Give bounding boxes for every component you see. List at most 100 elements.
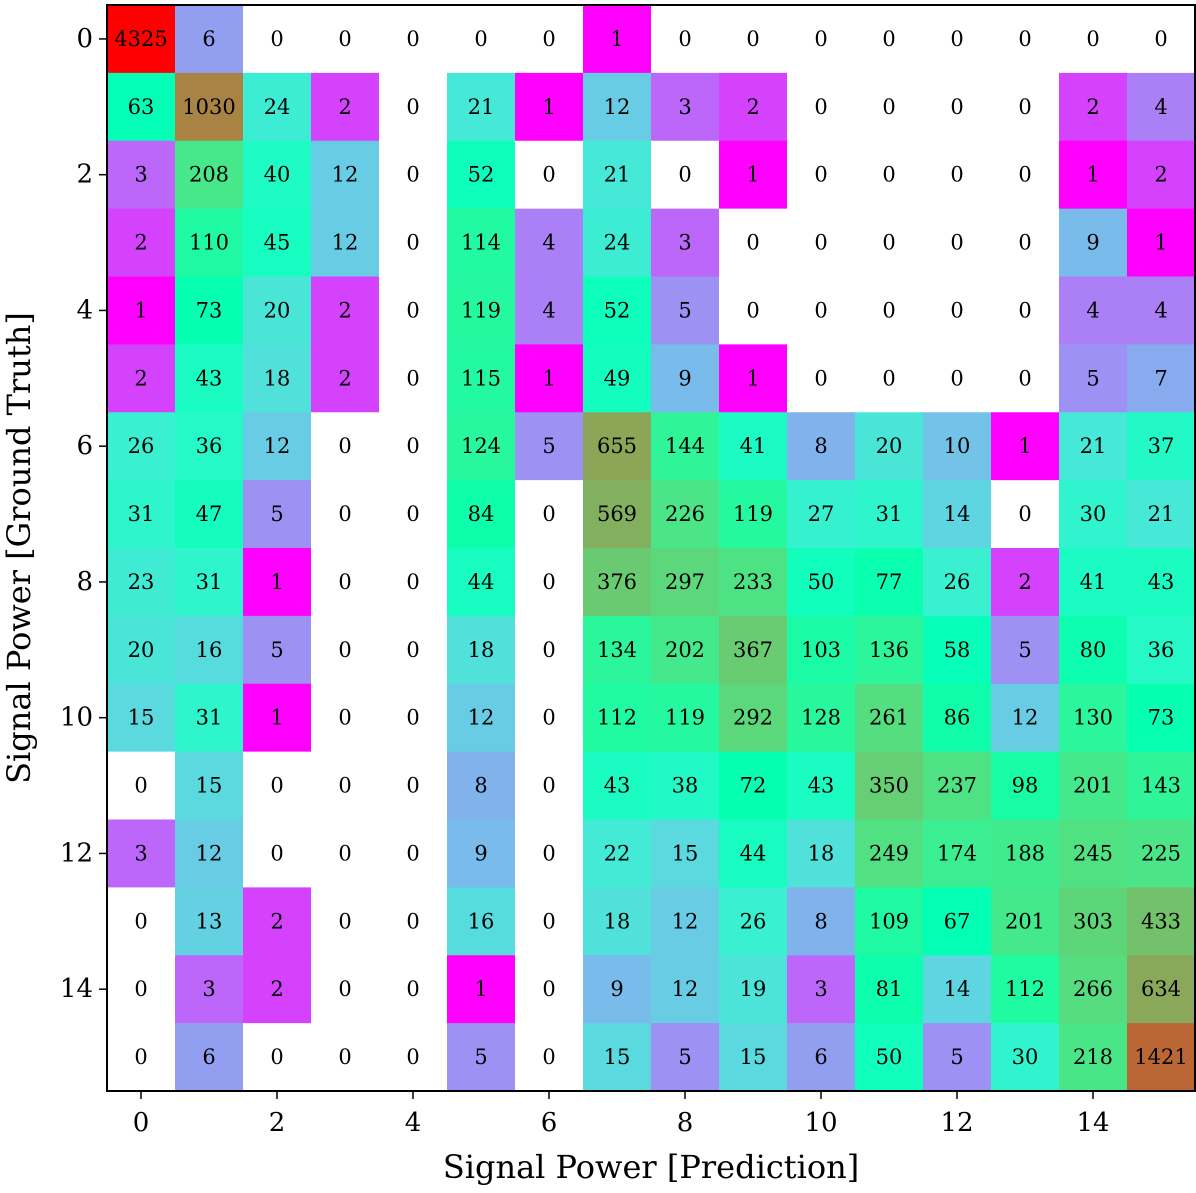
cell-value-label: 119 <box>665 706 705 730</box>
heatmap-cell <box>1059 955 1128 1024</box>
cell-value-label: 208 <box>189 163 229 187</box>
heatmap-cell <box>923 276 992 345</box>
heatmap-cell <box>787 819 856 888</box>
cell-value-label: 0 <box>406 366 419 390</box>
cell-value-label: 0 <box>814 231 827 255</box>
heatmap-cell <box>175 72 244 142</box>
x-tick-label: 6 <box>541 1108 558 1138</box>
cell-value-label: 21 <box>604 163 631 187</box>
cell-value-label: 0 <box>542 27 555 51</box>
cell-value-label: 9 <box>610 977 623 1001</box>
cell-value-label: 12 <box>672 977 699 1001</box>
heatmap-cell <box>583 548 652 617</box>
heatmap-cell <box>243 72 312 142</box>
cell-value-label: 110 <box>189 231 229 255</box>
cell-value-label: 218 <box>1073 1045 1113 1069</box>
cell-value-label: 0 <box>406 977 419 1001</box>
cell-value-label: 15 <box>672 841 699 865</box>
heatmap-cell <box>651 887 720 956</box>
cell-value-label: 8 <box>814 434 827 458</box>
heatmap-cell <box>855 140 924 210</box>
heatmap-cell <box>923 887 992 956</box>
cell-value-label: 0 <box>882 298 895 322</box>
heatmap-cell <box>787 548 856 617</box>
cell-value-label: 13 <box>196 909 223 933</box>
heatmap-cell <box>447 480 516 549</box>
cell-value-label: 266 <box>1073 977 1113 1001</box>
heatmap-cell <box>651 140 720 210</box>
x-axis-ticks: 0 2 4 6 8 10 12 14 <box>133 1091 1110 1138</box>
cell-value-label: 0 <box>270 841 283 865</box>
heatmap-cell <box>515 955 584 1024</box>
cell-value-label: 634 <box>1141 977 1181 1001</box>
heatmap-cell <box>719 955 788 1024</box>
cell-value-label: 18 <box>604 909 631 933</box>
cell-value-label: 350 <box>869 774 909 798</box>
heatmap-cell <box>991 208 1060 278</box>
heatmap-cell <box>583 955 652 1024</box>
y-axis-ticks: 0 2 4 6 8 10 12 14 <box>60 24 107 1004</box>
cell-value-label: 0 <box>950 298 963 322</box>
heatmap-cell <box>1127 412 1196 481</box>
heatmap-cell <box>447 548 516 617</box>
heatmap-cell <box>719 683 788 753</box>
cell-value-label: 201 <box>1005 909 1045 933</box>
cell-value-label: 0 <box>1018 27 1031 51</box>
cell-value-label: 15 <box>740 1045 767 1069</box>
heatmap-cell <box>175 887 244 956</box>
heatmap-cell <box>311 751 380 821</box>
cell-value-label: 0 <box>1154 27 1167 51</box>
cell-value-label: 84 <box>468 502 495 526</box>
heatmap-cell <box>1059 887 1128 956</box>
cell-value-label: 45 <box>264 231 291 255</box>
cell-value-label: 0 <box>746 298 759 322</box>
cell-value-label: 4 <box>1086 298 1099 322</box>
cell-value-label: 9 <box>474 841 487 865</box>
cell-value-label: 188 <box>1005 841 1045 865</box>
heatmap-cell <box>515 344 584 413</box>
heatmap-cell <box>1059 72 1128 142</box>
heatmap-cell <box>855 480 924 549</box>
cell-value-label: 119 <box>461 298 501 322</box>
cell-value-label: 0 <box>406 434 419 458</box>
cell-value-label: 0 <box>406 638 419 662</box>
heatmap-cell <box>583 140 652 210</box>
cell-value-label: 0 <box>950 27 963 51</box>
heatmap-cell <box>991 344 1060 413</box>
heatmap-cell <box>1127 480 1196 549</box>
cell-value-label: 112 <box>1005 977 1045 1001</box>
heatmap-cell <box>175 480 244 549</box>
cell-value-label: 2 <box>270 909 283 933</box>
cell-value-label: 36 <box>196 434 223 458</box>
cell-value-label: 0 <box>882 231 895 255</box>
cell-value-label: 15 <box>196 774 223 798</box>
cell-value-label: 21 <box>468 95 495 119</box>
heatmap-cell <box>583 208 652 278</box>
heatmap-cell <box>1127 887 1196 956</box>
cell-value-label: 27 <box>808 502 835 526</box>
cell-value-label: 5 <box>950 1045 963 1069</box>
cell-value-label: 0 <box>950 366 963 390</box>
heatmap-cell <box>787 751 856 821</box>
cell-value-label: 2 <box>270 977 283 1001</box>
cell-value-label: 12 <box>1012 706 1039 730</box>
cell-value-label: 20 <box>876 434 903 458</box>
heatmap-cell <box>787 683 856 753</box>
cell-value-label: 15 <box>128 706 155 730</box>
heatmap-cell <box>719 887 788 956</box>
heatmap-cell <box>515 412 584 481</box>
cell-value-label: 1 <box>542 95 555 119</box>
cell-value-label: 5 <box>678 1045 691 1069</box>
heatmap-cell <box>787 208 856 278</box>
heatmap-cell <box>1059 548 1128 617</box>
cell-value-label: 26 <box>128 434 155 458</box>
cell-value-label: 2 <box>134 366 147 390</box>
heatmap-cell <box>991 751 1060 821</box>
cell-value-label: 73 <box>1148 706 1175 730</box>
heatmap-cell <box>243 5 312 74</box>
cell-value-label: 19 <box>740 977 767 1001</box>
heatmap-cell <box>311 615 380 685</box>
heatmap-cell <box>1127 955 1196 1024</box>
heatmap-cell <box>311 1023 380 1092</box>
